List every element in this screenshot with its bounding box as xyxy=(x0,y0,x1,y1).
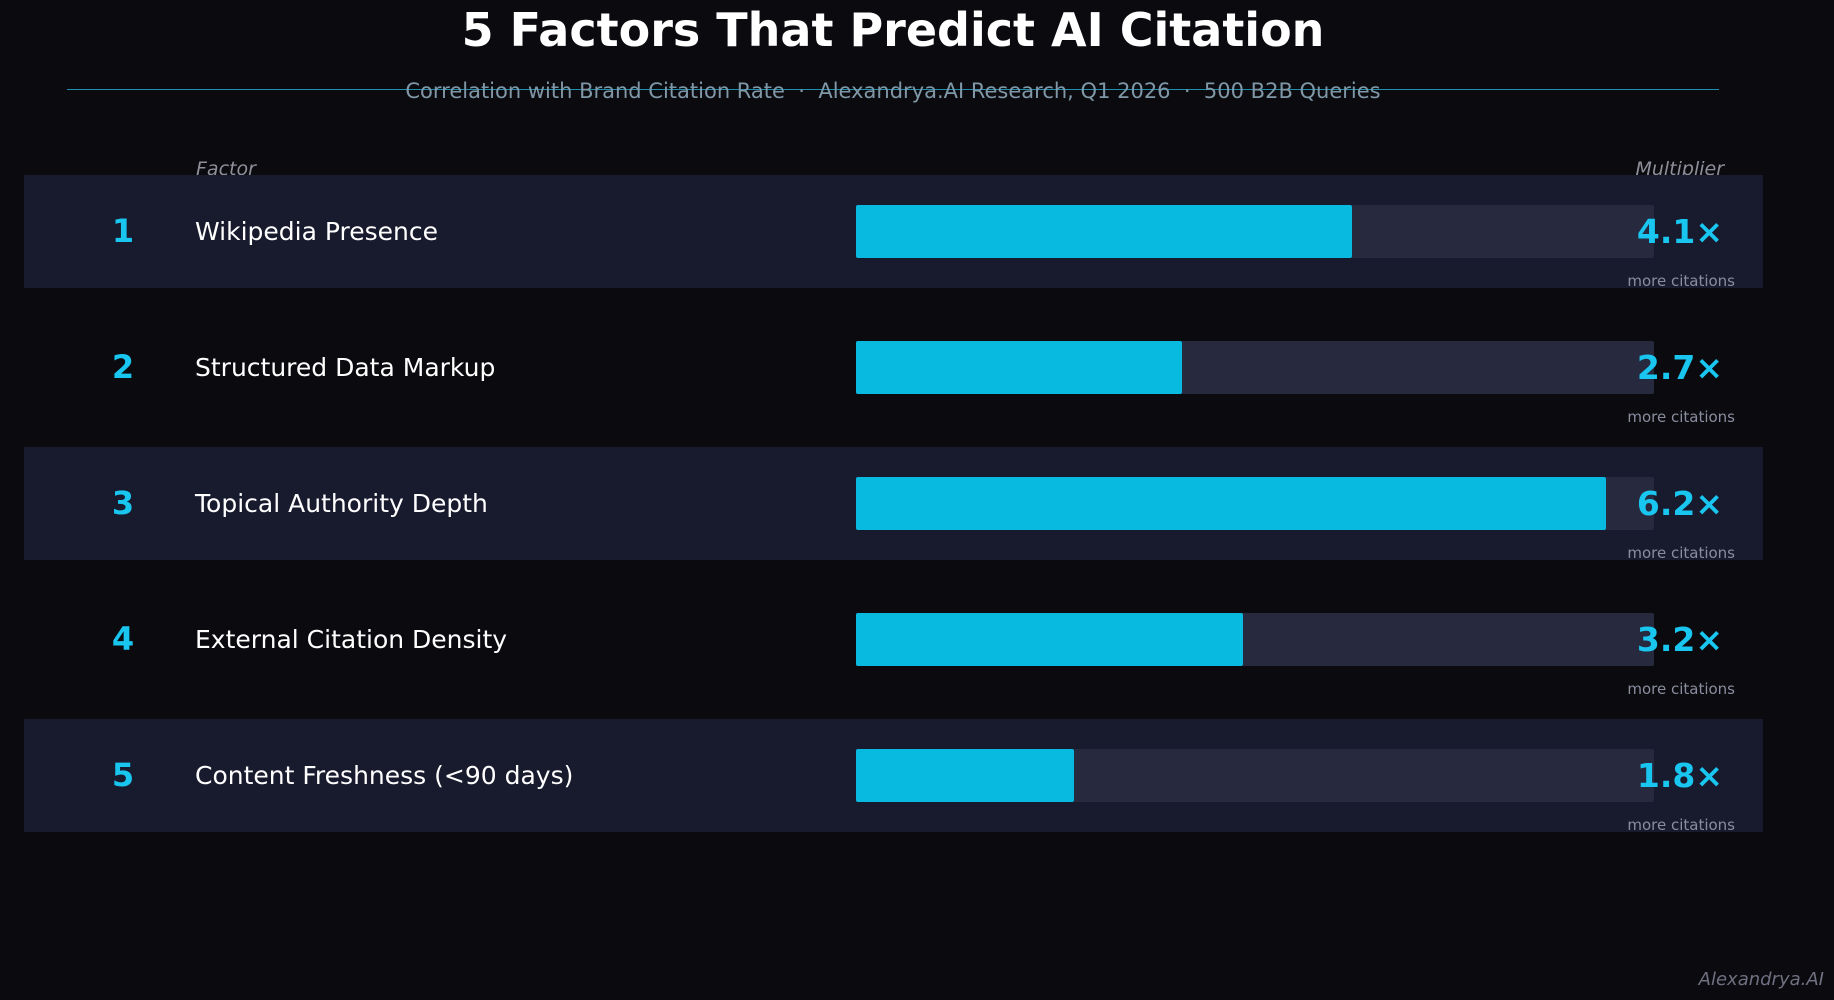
chart-row: 3 Topical Authority Depth 6.2× more citatio… xyxy=(24,447,1763,562)
bar xyxy=(856,613,1243,666)
multiplier-value: 2.7× xyxy=(1636,348,1723,387)
multiplier-caption: more citations xyxy=(1627,816,1735,834)
multiplier-value: 4.1× xyxy=(1636,212,1723,251)
bar-track xyxy=(856,613,1654,666)
multiplier-value: 1.8× xyxy=(1636,756,1723,795)
chart-title: 5 Factors That Predict AI Citation xyxy=(461,3,1325,57)
bar xyxy=(856,205,1352,258)
factor-label: Structured Data Markup xyxy=(195,353,496,382)
rank-number: 5 xyxy=(111,756,135,794)
bar-track xyxy=(856,477,1654,530)
factor-label: Topical Authority Depth xyxy=(195,489,488,518)
bar-track xyxy=(856,341,1654,394)
chart-row: 5 Content Freshness (<90 days) 1.8× more ci… xyxy=(24,719,1763,834)
multiplier-value: 6.2× xyxy=(1636,484,1723,523)
chart-row: 2 Structured Data Markup 2.7× more citation… xyxy=(24,311,1763,426)
factor-column-header: Factor xyxy=(196,158,256,180)
rank-number: 1 xyxy=(111,212,135,250)
multiplier-caption: more citations xyxy=(1627,272,1735,290)
multiplier-column-header: Multiplier xyxy=(1635,158,1724,180)
factor-label: External Citation Density xyxy=(195,625,508,654)
multiplier-caption: more citations xyxy=(1627,544,1735,562)
title-divider xyxy=(67,89,1719,90)
multiplier-caption: more citations xyxy=(1627,680,1735,698)
bar-track xyxy=(856,205,1654,258)
watermark: Alexandrya.AI xyxy=(1698,969,1824,990)
rank-number: 3 xyxy=(111,484,135,522)
multiplier-caption: more citations xyxy=(1627,408,1735,426)
factor-label: Wikipedia Presence xyxy=(195,217,438,246)
chart-row: 4 External Citation Density 3.2× more citat… xyxy=(24,583,1763,698)
chart-subtitle: Correlation with Brand Citation Rate · A… xyxy=(405,79,1381,103)
rank-number: 2 xyxy=(111,348,135,386)
bar xyxy=(856,341,1182,394)
rank-number: 4 xyxy=(111,620,135,658)
bar-track xyxy=(856,749,1654,802)
multiplier-value: 3.2× xyxy=(1636,620,1723,659)
chart-row: 1 Wikipedia Presence 4.1× more citations xyxy=(24,175,1763,290)
bar xyxy=(856,477,1606,530)
bar xyxy=(856,749,1074,802)
factor-label: Content Freshness (<90 days) xyxy=(195,761,574,790)
